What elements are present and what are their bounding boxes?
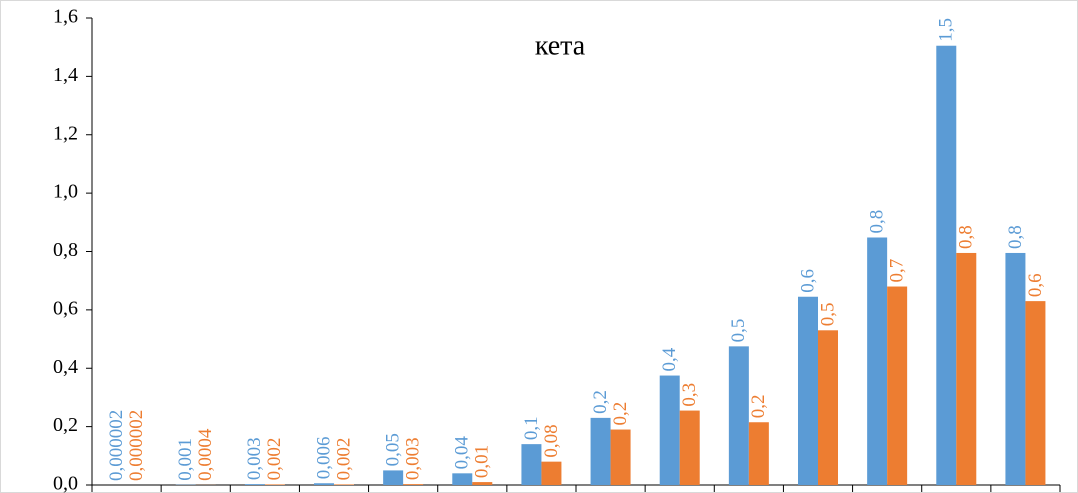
- data-label: 0,002: [264, 438, 285, 481]
- y-tick-label: 1,6: [53, 6, 78, 28]
- chart-title: кета: [535, 30, 586, 61]
- data-label: 0,003: [244, 437, 265, 480]
- data-label: 0,0004: [195, 428, 216, 481]
- y-tick-label: 0,0: [53, 473, 78, 493]
- y-tick-label: 0,6: [53, 297, 78, 319]
- data-label: 0,1: [521, 416, 542, 440]
- data-label: 0,000002: [126, 410, 147, 481]
- bar: [452, 473, 473, 485]
- bar: [728, 346, 749, 485]
- data-label: 0,6: [1025, 273, 1046, 297]
- data-label: 0,006: [313, 436, 334, 479]
- bar: [887, 286, 908, 485]
- data-label: 0,8: [867, 210, 888, 234]
- y-tick-label: 1,0: [53, 181, 78, 203]
- bar: [403, 484, 424, 485]
- bar: [936, 45, 957, 486]
- bar: [590, 417, 611, 485]
- bar: [748, 422, 769, 485]
- bar: [679, 410, 700, 485]
- bar: [659, 375, 680, 485]
- y-tick-label: 1,2: [53, 122, 78, 144]
- data-label: 0,05: [383, 433, 404, 466]
- y-tick-label: 0,4: [53, 356, 78, 378]
- y-tick-label: 0,8: [53, 239, 78, 261]
- data-label: 0,3: [679, 383, 700, 407]
- bar: [472, 482, 493, 485]
- bar: [1025, 301, 1046, 485]
- bar: [541, 461, 562, 485]
- data-label: 0,002: [333, 438, 354, 481]
- data-label: 0,6: [797, 269, 818, 293]
- bar: [1005, 252, 1026, 485]
- data-label: 0,08: [541, 424, 562, 457]
- y-tick-label: 0,2: [53, 414, 78, 436]
- data-label: 0,01: [472, 445, 493, 478]
- data-label: 1,5: [936, 18, 957, 42]
- data-label: 0,7: [887, 259, 908, 283]
- bar: [867, 237, 888, 485]
- y-tick-label: 1,4: [53, 64, 78, 86]
- bar: [798, 296, 818, 485]
- bar: [610, 429, 631, 485]
- bar: [334, 484, 354, 485]
- data-label: 0,2: [610, 402, 631, 426]
- bar: [818, 330, 838, 485]
- data-label: 0,000002: [106, 410, 127, 481]
- bar: [521, 444, 542, 485]
- bar: [956, 252, 977, 485]
- data-label: 0,8: [1005, 225, 1026, 249]
- data-label: 0,001: [175, 438, 196, 481]
- bar: [383, 470, 404, 485]
- data-label: 0,2: [590, 390, 611, 414]
- data-label: 0,5: [728, 319, 749, 343]
- bar: [244, 484, 265, 485]
- bar: [314, 483, 334, 485]
- bar: [264, 484, 285, 485]
- data-label: 0,04: [452, 436, 473, 470]
- data-label: 0,5: [817, 303, 838, 327]
- data-label: 0,8: [956, 225, 977, 249]
- data-label: 0,4: [659, 347, 680, 371]
- data-label: 0,2: [748, 394, 769, 418]
- data-label: 0,003: [403, 437, 424, 480]
